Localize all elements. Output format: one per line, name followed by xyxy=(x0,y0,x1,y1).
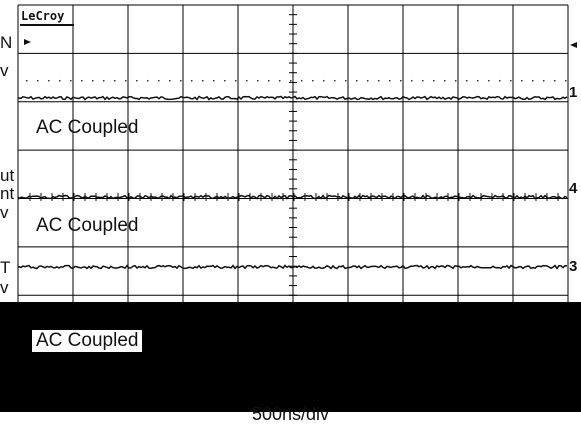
grid-dot xyxy=(257,79,259,82)
grid-dot xyxy=(378,79,380,82)
grid-dot xyxy=(367,79,369,82)
grid-dot xyxy=(400,79,402,82)
grid-dot xyxy=(356,79,358,82)
grid-dot xyxy=(268,79,270,82)
grid-dot xyxy=(422,79,424,82)
timebase-readout: 500ns/div xyxy=(251,404,330,424)
grid-dot xyxy=(389,79,391,82)
left-label-nt: nt xyxy=(0,184,15,203)
channel-3-marker: 3 xyxy=(569,258,578,275)
left-label-v2: v xyxy=(0,203,9,222)
redaction-box xyxy=(0,302,581,412)
grid-dot xyxy=(290,79,292,82)
coupling-label-ch3: AC Coupled xyxy=(32,330,143,352)
grid-dot xyxy=(158,79,160,82)
grid-dot xyxy=(59,79,61,82)
grid-dot xyxy=(411,79,413,82)
grid-dot xyxy=(334,79,336,82)
left-label-ut: ut xyxy=(0,166,15,185)
coupling-label-ch4: AC Coupled xyxy=(36,215,139,236)
grid-dot xyxy=(70,79,72,82)
grid-dot xyxy=(213,79,215,82)
grid-dot xyxy=(279,79,281,82)
grid-dot xyxy=(499,79,501,82)
grid-dot xyxy=(488,79,490,82)
grid-dot xyxy=(92,79,94,82)
grid-dot xyxy=(125,79,127,82)
grid-dot xyxy=(37,79,39,82)
grid-dot xyxy=(114,79,116,82)
grid-dot xyxy=(224,79,226,82)
grid-dot xyxy=(103,79,105,82)
left-label-v1: v xyxy=(0,61,9,80)
grid-dot xyxy=(323,79,325,82)
grid-dot xyxy=(312,79,314,82)
channel-1-marker: 1 xyxy=(569,84,578,101)
grid-dot xyxy=(345,79,347,82)
channel-4-marker: 4 xyxy=(569,180,578,197)
grid-dot xyxy=(554,79,556,82)
grid-dot xyxy=(169,79,171,82)
grid-dot xyxy=(136,79,138,82)
grid-dot xyxy=(477,79,479,82)
grid-dot xyxy=(48,79,50,82)
trace-channel-3 xyxy=(17,264,568,270)
trace-channel-4 xyxy=(17,194,568,200)
grid-dot xyxy=(191,79,193,82)
trigger-arrow-icon xyxy=(24,39,31,45)
grid-dot xyxy=(180,79,182,82)
grid-dot xyxy=(235,79,237,82)
grid-dot xyxy=(202,79,204,82)
grid-dot xyxy=(455,79,457,82)
grid-dot xyxy=(147,79,149,82)
grid-dot xyxy=(510,79,512,82)
left-label-v3: v xyxy=(0,278,9,297)
trace-channel-1 xyxy=(18,95,568,101)
left-label-n: N xyxy=(0,33,13,52)
grid-dot xyxy=(433,79,435,82)
brand-logo: LeCroy xyxy=(21,9,65,23)
grid-dot xyxy=(543,79,545,82)
grid-dot xyxy=(521,79,523,82)
graticule-grid xyxy=(17,4,569,393)
grid-dot xyxy=(26,79,28,82)
right-marker-icon xyxy=(570,42,577,48)
coupling-label-ch1: AC Coupled xyxy=(36,117,139,138)
grid-dot xyxy=(81,79,83,82)
waveform-traces xyxy=(17,95,568,270)
grid-dot xyxy=(301,79,303,82)
brand-underline xyxy=(20,24,74,26)
grid-dot xyxy=(565,79,567,82)
grid-dot xyxy=(532,79,534,82)
grid-dot xyxy=(246,79,248,82)
grid-dot xyxy=(444,79,446,82)
grid-dot xyxy=(466,79,468,82)
left-label-t: T xyxy=(0,258,11,277)
